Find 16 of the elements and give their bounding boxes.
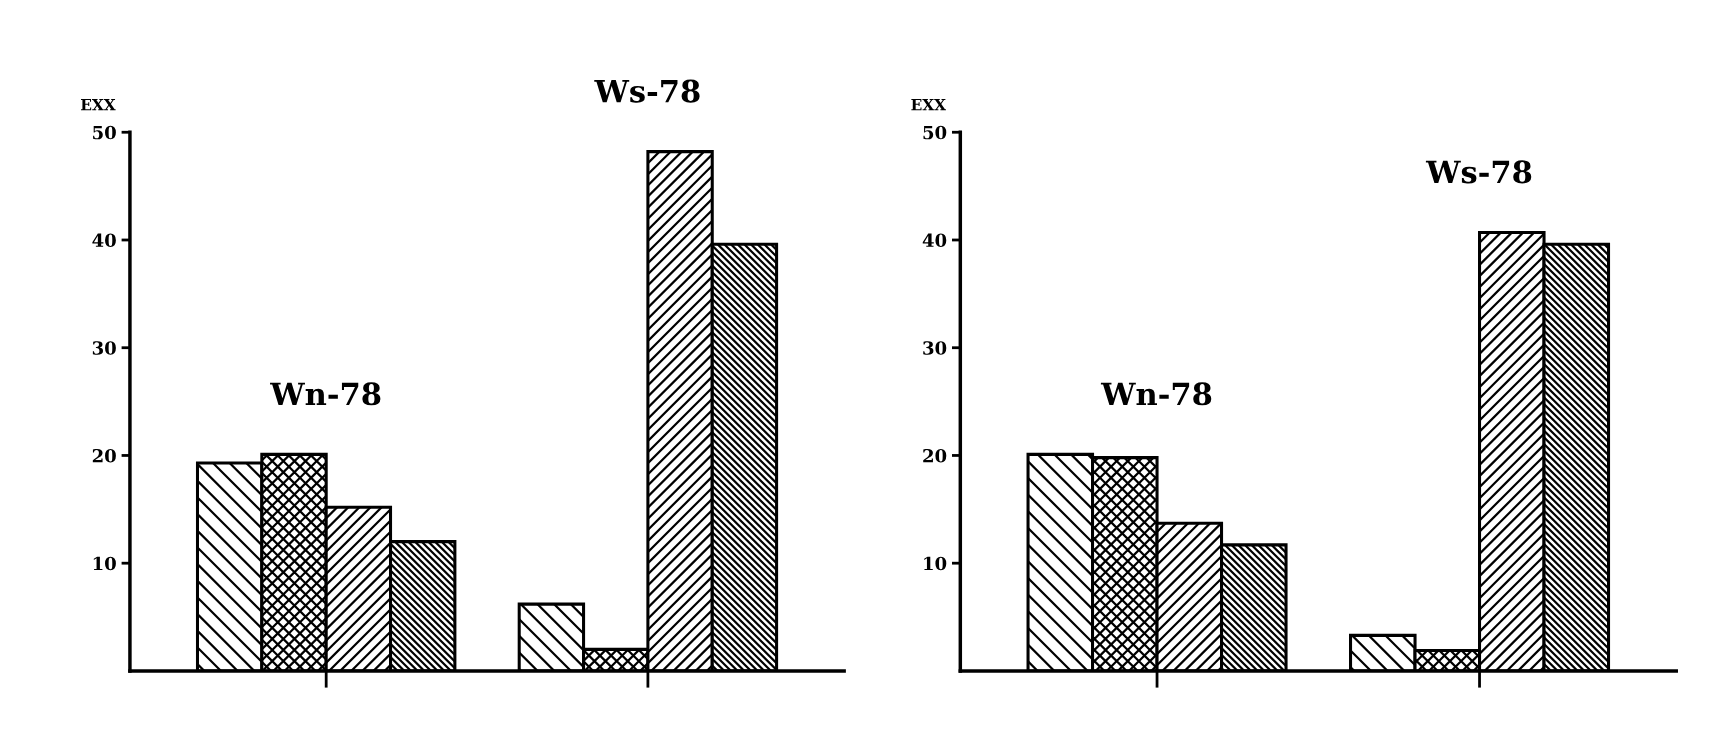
- y-axis-title: EXX: [81, 99, 116, 111]
- annotation: Ws-78: [1425, 160, 1532, 184]
- y-tick-label: 40: [92, 233, 116, 248]
- y-tick-label: 50: [93, 125, 116, 140]
- y-tick-label: 10: [924, 556, 947, 571]
- y-tick-label: 10: [93, 556, 116, 571]
- annotation: Wn-78: [270, 382, 381, 406]
- y-tick-label: 50: [923, 125, 947, 140]
- y-tick-label: 30: [92, 341, 116, 355]
- y-tick-label: 30: [923, 341, 947, 355]
- annotation: Wn-78: [1100, 382, 1212, 406]
- y-tick-label: 20: [92, 448, 116, 463]
- text: Ws-78: [594, 79, 700, 103]
- y-axis-title: EXX: [911, 99, 946, 111]
- y-tick-label: 20: [923, 448, 947, 463]
- y-tick-label: 40: [922, 233, 947, 248]
